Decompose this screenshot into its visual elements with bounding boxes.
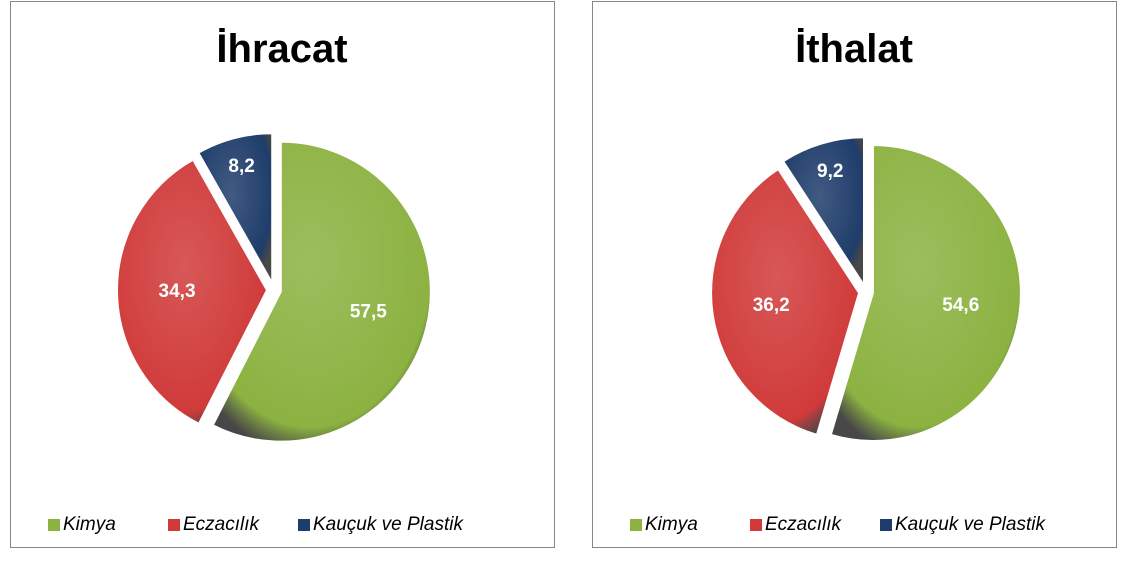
pie-slice — [710, 167, 861, 437]
legend-label: Kimya — [63, 514, 116, 535]
pie-slice — [196, 132, 274, 288]
data-label: 34,3 — [159, 281, 196, 302]
pie-slice — [781, 136, 866, 289]
panel — [592, 1, 1117, 548]
chart-title: İthalat — [795, 27, 913, 71]
legend-label: Kauçuk ve Plastik — [313, 514, 464, 535]
data-label: 54,6 — [942, 295, 979, 316]
data-label: 57,5 — [350, 302, 387, 323]
legend-swatch — [168, 519, 180, 531]
data-label: 9,2 — [817, 161, 843, 182]
legend-swatch — [750, 519, 762, 531]
legend-swatch — [880, 519, 892, 531]
chart-title: İhracat — [216, 27, 347, 71]
legend-label: Eczacılık — [183, 514, 261, 535]
data-label: 8,2 — [228, 156, 254, 177]
pie-slice — [211, 140, 432, 443]
data-label: 36,2 — [753, 295, 790, 316]
legend-label: Eczacılık — [765, 514, 843, 535]
pie-slice — [829, 144, 1022, 442]
legend-swatch — [48, 519, 60, 531]
legend-label: Kauçuk ve Plastik — [895, 514, 1046, 535]
legend-swatch — [630, 519, 642, 531]
pie-slice — [116, 158, 269, 426]
legend-label: Kimya — [645, 514, 698, 535]
legend-swatch — [298, 519, 310, 531]
